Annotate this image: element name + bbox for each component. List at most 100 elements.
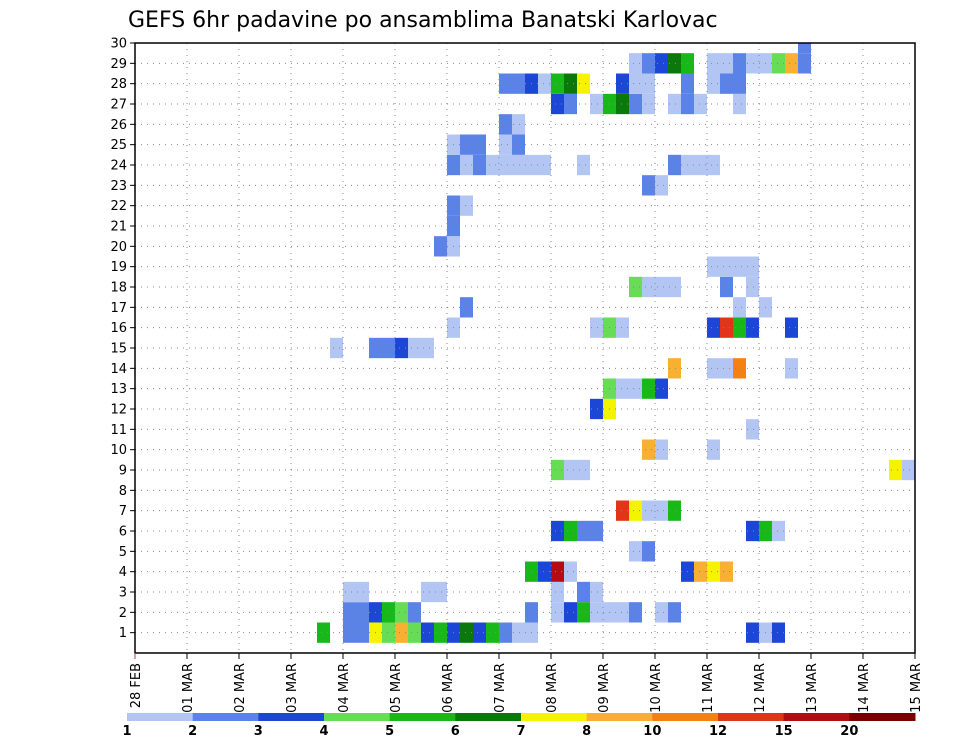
x-tick-label: 07 MAR	[493, 663, 508, 713]
y-tick-label: 10	[110, 443, 127, 458]
precip-cell	[629, 73, 642, 94]
precip-cell	[733, 358, 746, 379]
x-tick-label: 04 MAR	[337, 663, 352, 713]
colorbar-swatch	[192, 713, 259, 721]
precip-cell	[616, 93, 629, 115]
precip-cell	[720, 358, 733, 379]
precip-cell	[512, 114, 525, 135]
precip-cell	[720, 561, 733, 582]
y-tick-label: 19	[110, 260, 127, 275]
precip-cell	[720, 73, 733, 94]
y-tick-label: 8	[119, 484, 127, 499]
precip-cell	[564, 73, 577, 94]
precip-cell	[798, 43, 811, 54]
precip-cell	[551, 520, 564, 542]
precip-cell	[577, 459, 590, 481]
precip-cell	[733, 297, 746, 318]
precip-cell	[551, 581, 564, 603]
precip-cell	[460, 622, 473, 643]
precip-cell	[564, 602, 577, 623]
precip-cell	[668, 358, 681, 379]
x-tick-label: 28 FEB	[129, 663, 144, 708]
y-tick-label: 5	[119, 545, 127, 560]
colorbar-swatch	[455, 713, 522, 721]
precip-cell	[746, 53, 759, 74]
precip-cell	[629, 541, 642, 562]
precip-cell	[460, 195, 473, 216]
colorbar-swatch	[849, 713, 916, 721]
precip-cell	[785, 358, 798, 379]
precip-cell	[460, 134, 473, 155]
precip-cell	[707, 561, 720, 582]
precip-cell	[421, 581, 434, 603]
precip-cell	[707, 154, 720, 176]
precip-cell	[616, 500, 629, 521]
precip-cell	[577, 154, 590, 176]
precip-cell	[694, 93, 707, 115]
precip-cell	[577, 520, 590, 542]
precip-cell	[343, 602, 356, 623]
precip-cell	[551, 93, 564, 115]
precip-cell	[733, 53, 746, 74]
grid-layer	[135, 42, 915, 653]
precip-cell	[499, 622, 512, 643]
precip-cell	[720, 53, 733, 74]
precip-cell	[902, 459, 915, 481]
precip-cell	[577, 73, 590, 94]
precip-cell	[512, 134, 525, 155]
colorbar-swatch	[521, 713, 588, 721]
precip-cell	[694, 154, 707, 176]
precip-cell	[655, 439, 668, 460]
precip-cell	[629, 602, 642, 623]
colorbar-swatch	[127, 713, 194, 721]
precip-cell	[590, 398, 603, 420]
y-tick-label: 13	[110, 382, 127, 397]
precip-cell	[460, 297, 473, 318]
precip-cell	[642, 175, 655, 196]
precip-cell	[421, 337, 434, 359]
x-tick-label: 06 MAR	[441, 663, 456, 713]
precip-cell	[356, 622, 369, 643]
precip-cell	[746, 622, 759, 643]
precip-cell	[629, 53, 642, 74]
x-tick-label: 05 MAR	[389, 663, 404, 713]
colorbar-label: 6	[451, 724, 460, 739]
precip-cell	[642, 276, 655, 298]
precip-cell	[889, 459, 902, 481]
precip-cell	[356, 602, 369, 623]
y-tick-label: 9	[119, 464, 127, 479]
precip-cell	[512, 154, 525, 176]
precip-cell	[577, 581, 590, 603]
precip-cell	[733, 317, 746, 338]
precip-cell	[382, 337, 395, 359]
precip-cell	[707, 256, 720, 277]
y-tick-label: 27	[110, 98, 127, 113]
precip-cell	[707, 358, 720, 379]
x-tick-label: 14 MAR	[857, 663, 872, 713]
x-tick-label: 15 MAR	[909, 663, 924, 713]
colorbar-swatch	[586, 713, 653, 721]
y-tick-label: 7	[119, 504, 127, 519]
y-tick-label: 1	[119, 626, 127, 641]
x-tick-label: 12 MAR	[753, 663, 768, 713]
precip-cell	[733, 93, 746, 115]
colorbar-label: 5	[385, 724, 394, 739]
precip-cell	[655, 175, 668, 196]
precip-cell	[317, 622, 330, 643]
precip-cell	[564, 561, 577, 582]
colorbar-swatch	[389, 713, 456, 721]
precip-cell	[499, 114, 512, 135]
precip-cell	[694, 561, 707, 582]
colorbar-label: 8	[582, 724, 591, 739]
colorbar-swatch	[258, 713, 325, 721]
precip-cell	[330, 337, 343, 359]
colorbar-swatch	[783, 713, 850, 721]
y-tick-label: 24	[110, 159, 127, 174]
precip-cell	[629, 500, 642, 521]
precip-cell	[629, 276, 642, 298]
chart-title: GEFS 6hr padavine po ansamblima Banatski…	[128, 8, 718, 33]
precip-cell	[551, 459, 564, 481]
precip-cell	[486, 154, 499, 176]
y-tick-label: 29	[110, 57, 127, 72]
x-tick-label: 11 MAR	[701, 663, 716, 713]
